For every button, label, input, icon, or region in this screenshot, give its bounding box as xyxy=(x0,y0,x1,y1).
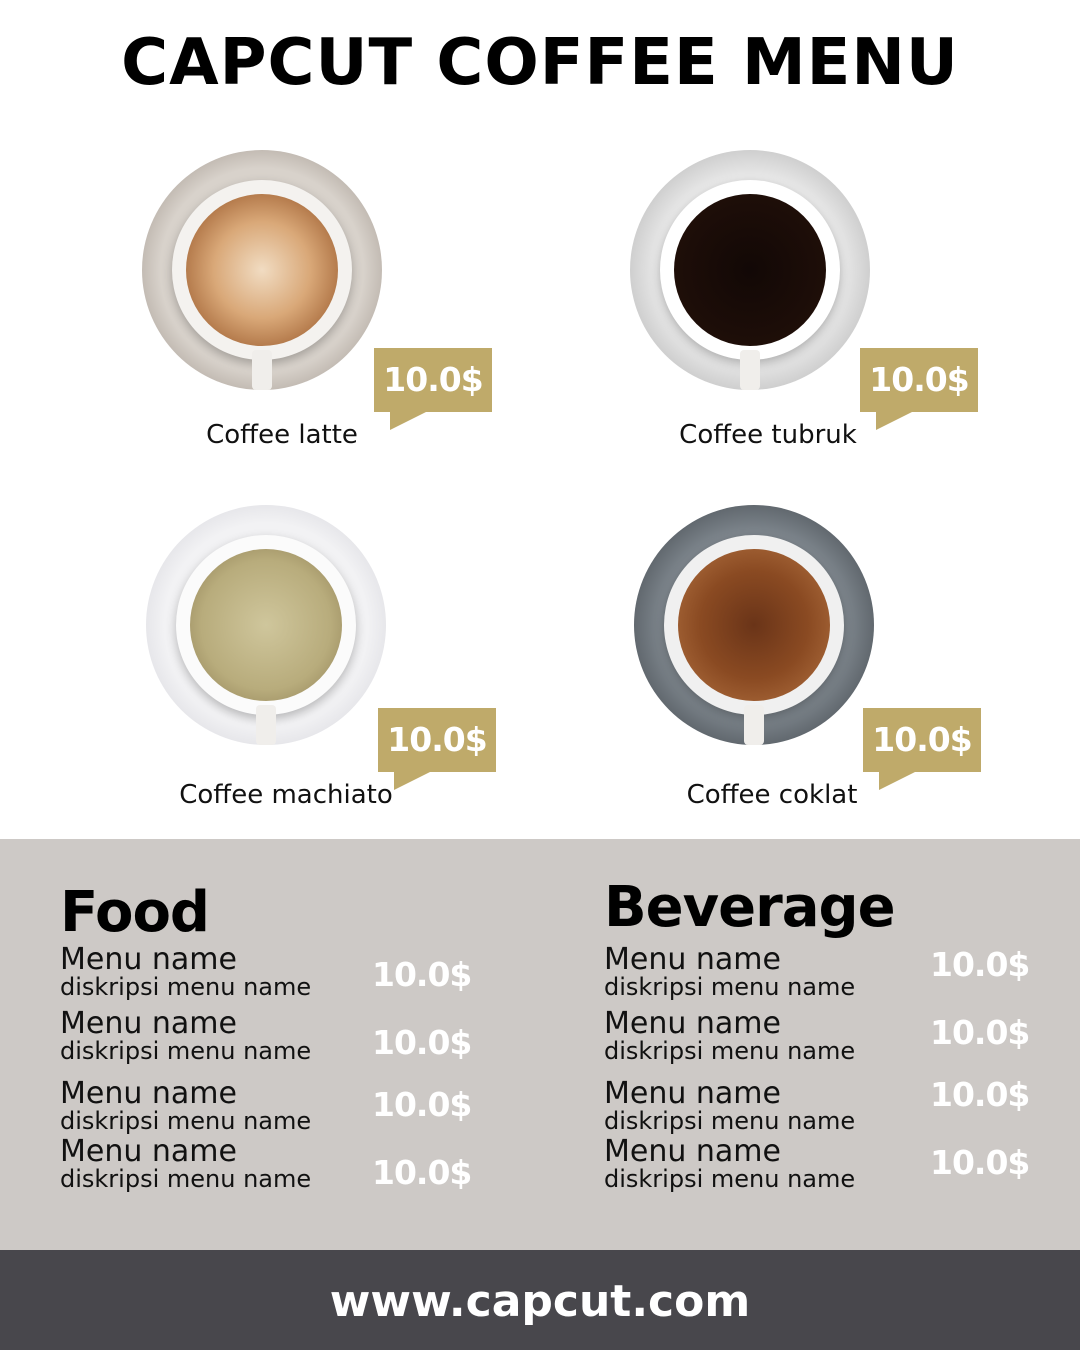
menu-item-price: 10.0$ xyxy=(372,1085,472,1124)
menu-item-description: diskripsi menu name xyxy=(604,1165,856,1193)
price-tag: 10.0$ xyxy=(378,708,496,790)
menu-item-description: diskripsi menu name xyxy=(60,1165,312,1193)
website-link[interactable]: www.capcut.com xyxy=(329,1276,751,1327)
menu-item-name: Menu name xyxy=(604,1076,781,1111)
coffee-latte-image xyxy=(142,150,382,390)
menu-item-description: diskripsi menu name xyxy=(60,973,312,1001)
menu-item-name: Menu name xyxy=(60,942,237,977)
menu-item-price: 10.0$ xyxy=(930,1143,1030,1182)
menu-item-description: diskripsi menu name xyxy=(604,1037,856,1065)
price-tag: 10.0$ xyxy=(860,348,978,430)
menu-item-price: 10.0$ xyxy=(372,1153,472,1192)
coffee-machiato-image xyxy=(146,505,386,745)
page-title: CAPCUT COFFEE MENU xyxy=(121,26,959,100)
menu-list-section xyxy=(0,839,1080,1250)
menu-item-description: diskripsi menu name xyxy=(60,1037,312,1065)
menu-item-price: 10.0$ xyxy=(930,945,1030,984)
beverage-title: Beverage xyxy=(604,875,896,940)
price-tag: 10.0$ xyxy=(374,348,492,430)
coffee-name: Coffee coklat xyxy=(686,780,858,810)
menu-item-name: Menu name xyxy=(604,1134,781,1169)
menu-item-name: Menu name xyxy=(604,1006,781,1041)
menu-item-price: 10.0$ xyxy=(372,1023,472,1062)
menu-item-description: diskripsi menu name xyxy=(604,1107,856,1135)
food-title: Food xyxy=(60,880,210,945)
menu-item-name: Menu name xyxy=(60,1076,237,1111)
menu-item-description: diskripsi menu name xyxy=(60,1107,312,1135)
coffee-name: Coffee tubruk xyxy=(679,420,857,450)
menu-item-price: 10.0$ xyxy=(930,1013,1030,1052)
menu-item-name: Menu name xyxy=(604,942,781,977)
price-tag: 10.0$ xyxy=(863,708,981,790)
menu-item-name: Menu name xyxy=(60,1006,237,1041)
menu-item-price: 10.0$ xyxy=(372,955,472,994)
coffee-tubruk-image xyxy=(630,150,870,390)
menu-item-price: 10.0$ xyxy=(930,1075,1030,1114)
coffee-name: Coffee machiato xyxy=(179,780,393,810)
menu-item-description: diskripsi menu name xyxy=(604,973,856,1001)
coffee-name: Coffee latte xyxy=(206,420,358,450)
footer xyxy=(0,1250,1080,1350)
coffee-coklat-image xyxy=(634,505,874,745)
menu-item-name: Menu name xyxy=(60,1134,237,1169)
